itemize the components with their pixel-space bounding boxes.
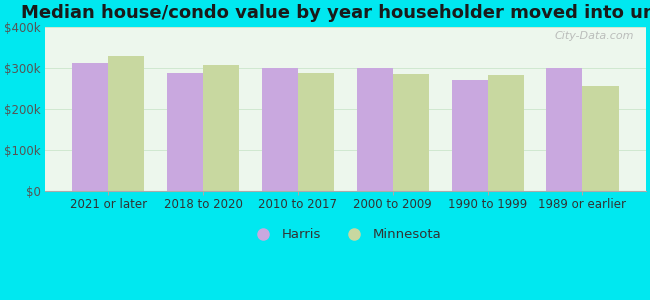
Text: City-Data.com: City-Data.com — [554, 32, 634, 41]
Bar — [298, 73, 334, 191]
Bar — [547, 68, 582, 191]
Bar — [582, 86, 619, 191]
Bar — [357, 68, 393, 191]
Title: Median house/condo value by year householder moved into unit: Median house/condo value by year househo… — [21, 4, 650, 22]
Bar — [167, 73, 203, 191]
Bar — [488, 75, 524, 191]
Bar — [262, 68, 298, 191]
Bar — [203, 65, 239, 191]
Legend: Harris, Minnesota: Harris, Minnesota — [244, 223, 447, 246]
Bar — [109, 56, 144, 191]
Bar — [393, 74, 429, 191]
Bar — [452, 80, 488, 191]
Bar — [72, 63, 109, 191]
